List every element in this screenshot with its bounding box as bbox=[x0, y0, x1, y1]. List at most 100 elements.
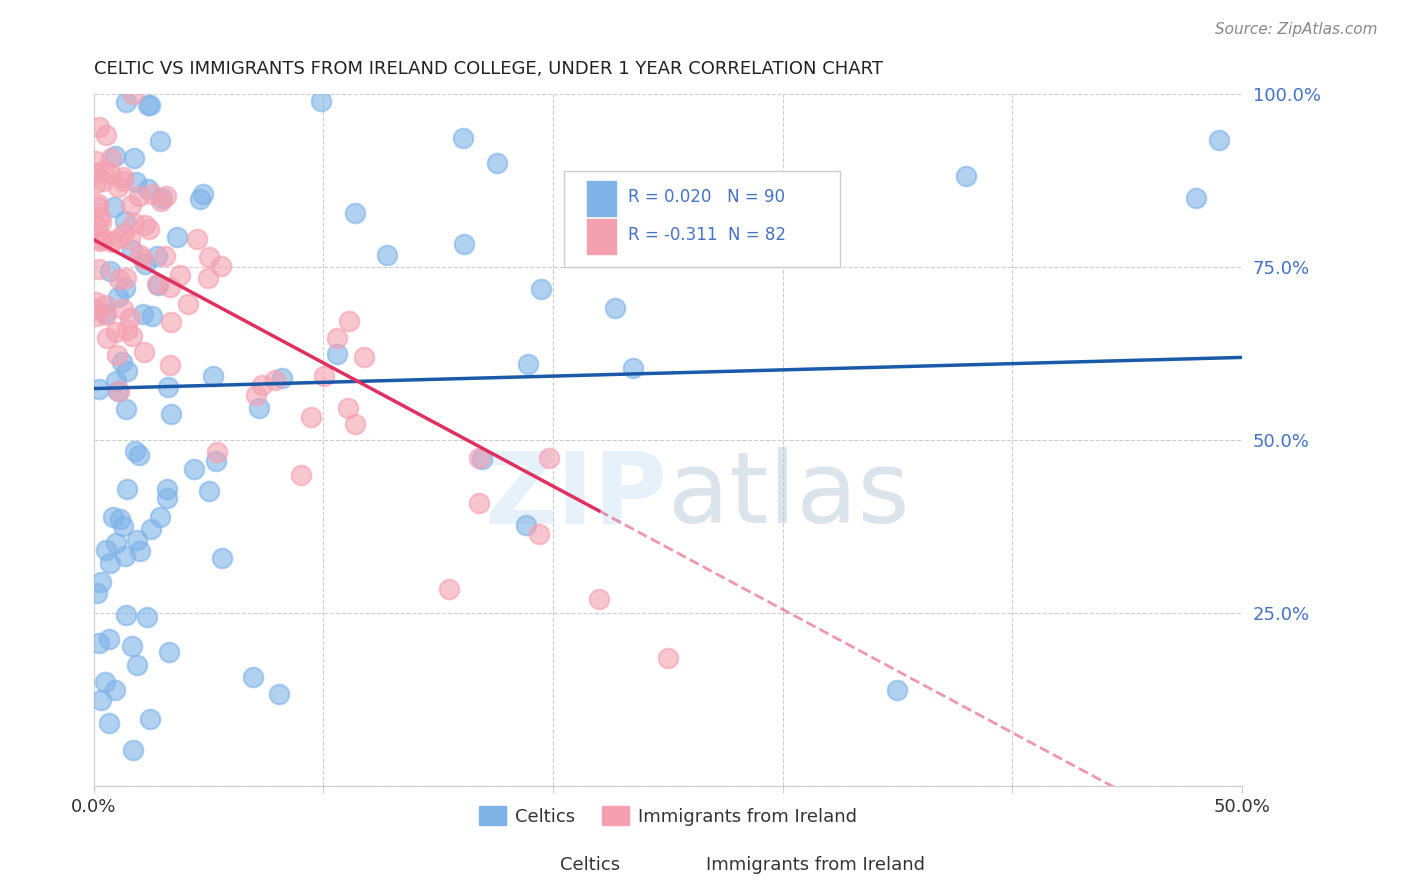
Point bbox=[145, 277, 167, 291]
Point bbox=[84, 166, 107, 180]
Point bbox=[86, 586, 108, 600]
Point bbox=[104, 683, 127, 698]
Point bbox=[114, 95, 136, 109]
Point bbox=[84, 301, 107, 316]
Point bbox=[100, 166, 122, 180]
Point bbox=[115, 401, 138, 416]
Point bbox=[141, 187, 163, 202]
Point bbox=[94, 306, 117, 320]
Point bbox=[131, 307, 153, 321]
Point bbox=[90, 215, 112, 229]
Point bbox=[344, 417, 367, 431]
Point bbox=[299, 409, 322, 424]
Point bbox=[657, 651, 679, 665]
Point bbox=[105, 536, 128, 550]
Point bbox=[121, 328, 143, 343]
Text: ZIP: ZIP bbox=[485, 447, 668, 544]
Point bbox=[94, 675, 117, 690]
Point bbox=[90, 575, 112, 590]
Point bbox=[87, 200, 110, 214]
Point bbox=[191, 187, 214, 202]
Point bbox=[84, 294, 107, 309]
FancyBboxPatch shape bbox=[564, 170, 839, 268]
Point bbox=[90, 692, 112, 706]
Point bbox=[197, 270, 219, 285]
Point bbox=[115, 271, 138, 285]
Text: CELTIC VS IMMIGRANTS FROM IRELAND COLLEGE, UNDER 1 YEAR CORRELATION CHART: CELTIC VS IMMIGRANTS FROM IRELAND COLLEG… bbox=[94, 60, 883, 78]
Point bbox=[114, 549, 136, 564]
Point bbox=[87, 120, 110, 134]
Point bbox=[96, 543, 118, 558]
Point bbox=[166, 230, 188, 244]
Point bbox=[96, 308, 118, 322]
Point bbox=[150, 191, 173, 205]
Point bbox=[115, 482, 138, 496]
Point bbox=[84, 154, 107, 169]
Point bbox=[139, 97, 162, 112]
Point bbox=[124, 443, 146, 458]
Point bbox=[205, 454, 228, 468]
Point bbox=[138, 221, 160, 235]
Point bbox=[453, 237, 475, 252]
Point bbox=[89, 382, 111, 396]
Point bbox=[122, 87, 145, 102]
Point bbox=[108, 272, 131, 286]
Point bbox=[139, 522, 162, 536]
Point bbox=[84, 176, 107, 190]
Point bbox=[344, 206, 367, 220]
Text: R = 0.020   N = 90: R = 0.020 N = 90 bbox=[627, 188, 785, 206]
Point bbox=[159, 407, 181, 421]
Point bbox=[117, 323, 139, 337]
Point bbox=[107, 384, 129, 399]
Point bbox=[267, 687, 290, 701]
Point bbox=[471, 452, 494, 467]
Point bbox=[270, 370, 292, 384]
Point bbox=[337, 401, 360, 416]
Point bbox=[485, 156, 508, 170]
Point bbox=[207, 445, 229, 459]
Point bbox=[96, 331, 118, 345]
Point bbox=[252, 378, 274, 392]
Point bbox=[107, 290, 129, 304]
Point bbox=[100, 235, 122, 250]
Point bbox=[84, 309, 107, 323]
Point bbox=[183, 462, 205, 476]
Point bbox=[100, 264, 122, 278]
Point bbox=[153, 249, 176, 263]
Point bbox=[100, 151, 122, 165]
Point bbox=[118, 311, 141, 326]
Point bbox=[312, 368, 335, 383]
Point bbox=[159, 358, 181, 372]
Point bbox=[107, 180, 129, 194]
Point bbox=[188, 192, 211, 206]
Text: Source: ZipAtlas.com: Source: ZipAtlas.com bbox=[1215, 22, 1378, 37]
Point bbox=[87, 262, 110, 277]
Point bbox=[141, 310, 163, 324]
Point bbox=[118, 232, 141, 246]
Point bbox=[309, 95, 332, 109]
Point bbox=[104, 374, 127, 388]
Point bbox=[112, 170, 135, 185]
Point bbox=[136, 609, 159, 624]
Text: Celtics: Celtics bbox=[561, 856, 620, 874]
Point bbox=[122, 742, 145, 756]
Point bbox=[121, 639, 143, 653]
Point bbox=[111, 301, 134, 316]
Legend: Celtics, Immigrants from Ireland: Celtics, Immigrants from Ireland bbox=[471, 799, 865, 833]
Bar bbox=[588, 181, 616, 216]
Point bbox=[129, 544, 152, 558]
Point bbox=[375, 248, 398, 262]
Point bbox=[87, 197, 110, 211]
Point bbox=[530, 282, 553, 296]
Text: atlas: atlas bbox=[668, 447, 910, 544]
Point bbox=[112, 518, 135, 533]
Point bbox=[122, 152, 145, 166]
Point bbox=[468, 450, 491, 465]
Point bbox=[131, 252, 153, 266]
Point bbox=[245, 388, 267, 402]
Point bbox=[125, 175, 148, 189]
Point bbox=[112, 227, 135, 241]
Point bbox=[249, 401, 271, 415]
Point bbox=[89, 232, 111, 246]
Point bbox=[603, 301, 626, 316]
